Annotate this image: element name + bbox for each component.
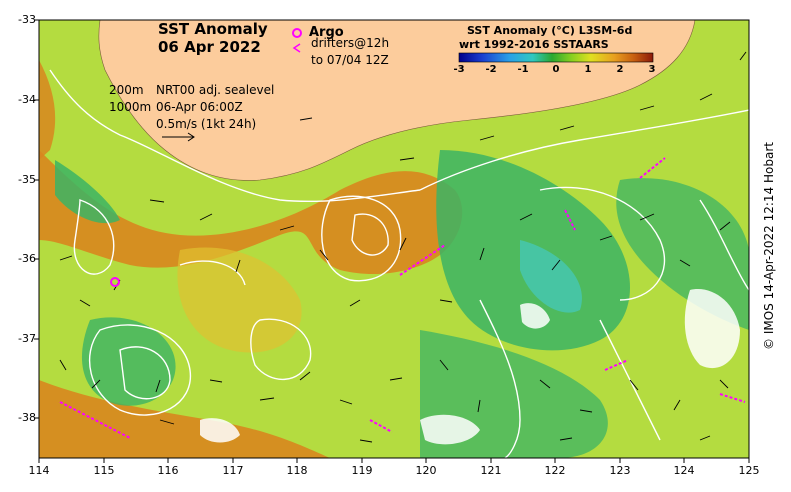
nodata-patch-east <box>684 289 740 369</box>
drifter-tracks <box>59 157 746 439</box>
warm-band-north <box>39 150 463 275</box>
colorbar-tick: 0 <box>552 64 560 75</box>
x-axis-tick: 114 <box>28 464 50 477</box>
argo-legend-label: Argo <box>309 25 344 40</box>
colorbar-tick: 2 <box>616 64 624 75</box>
nodata-patch-center <box>520 303 550 329</box>
colorbar <box>458 52 654 63</box>
x-axis-tick: 116 <box>157 464 179 477</box>
warm-patch-central <box>177 247 302 353</box>
warm-band-south <box>39 380 330 458</box>
x-axis-tick: 115 <box>93 464 115 477</box>
x-axis-tick: 119 <box>351 464 373 477</box>
nodata-patch-southwest <box>200 418 240 443</box>
vector-scale-label: 0.5m/s (1kt 24h) <box>156 117 257 131</box>
x-axis-tick: 118 <box>286 464 308 477</box>
map-title-line1: SST Anomaly <box>158 20 268 38</box>
x-axis-tick: 122 <box>544 464 566 477</box>
colorbar-tick: 3 <box>648 64 656 75</box>
x-axis-tick: 125 <box>738 464 760 477</box>
colorbar-tick: -3 <box>453 64 465 75</box>
drifters-legend-line1: drifters@12h <box>311 36 390 50</box>
axis-tick-marks <box>34 19 750 463</box>
y-axis-tick: -35 <box>18 173 36 186</box>
cool-patch-west <box>55 160 120 224</box>
cool-eddy-southwest <box>81 317 176 406</box>
x-axis-tick: 124 <box>673 464 695 477</box>
depth-contour-200: 200m <box>109 83 144 97</box>
cold-core-east <box>520 240 582 313</box>
map-title-line2: 06 Apr 2022 <box>158 38 261 56</box>
colorbar-tick: -1 <box>517 64 529 75</box>
y-axis-tick: -38 <box>18 411 36 424</box>
map-plot-area <box>39 20 749 458</box>
colorbar-tick: -2 <box>485 64 497 75</box>
y-axis-tick: -37 <box>18 332 36 345</box>
y-axis-tick: -36 <box>18 252 36 265</box>
imos-credit: © IMOS 14-Apr-2022 12:14 Hobart <box>762 142 776 350</box>
x-axis-tick: 121 <box>480 464 502 477</box>
nodata-patch-south <box>420 414 480 445</box>
sealevel-product-label: NRT00 adj. sealevel <box>156 83 275 97</box>
drifter-legend-icon <box>292 43 301 53</box>
argo-legend-icon <box>292 28 302 38</box>
y-axis-tick: -33 <box>18 13 36 26</box>
sealevel-datetime: 06-Apr 06:00Z <box>156 100 243 114</box>
argo-float-marker <box>110 277 120 287</box>
colorbar-tick: 1 <box>584 64 592 75</box>
y-axis-tick: -34 <box>18 93 36 106</box>
colorbar-title-line1: SST Anomaly (°C) L3SM-6d <box>467 24 633 37</box>
depth-contour-1000: 1000m <box>109 100 152 114</box>
plot-frame <box>38 19 750 459</box>
vector-scale-arrow <box>162 132 195 142</box>
drifters-legend-line2: to 07/04 12Z <box>311 53 389 67</box>
colorbar-title-line2: wrt 1992-2016 SSTAARS <box>459 38 609 51</box>
x-axis-tick: 120 <box>415 464 437 477</box>
x-axis-tick: 117 <box>222 464 244 477</box>
x-axis-tick: 123 <box>609 464 631 477</box>
current-vectors <box>59 51 747 443</box>
warm-band-west-coast <box>39 60 56 160</box>
